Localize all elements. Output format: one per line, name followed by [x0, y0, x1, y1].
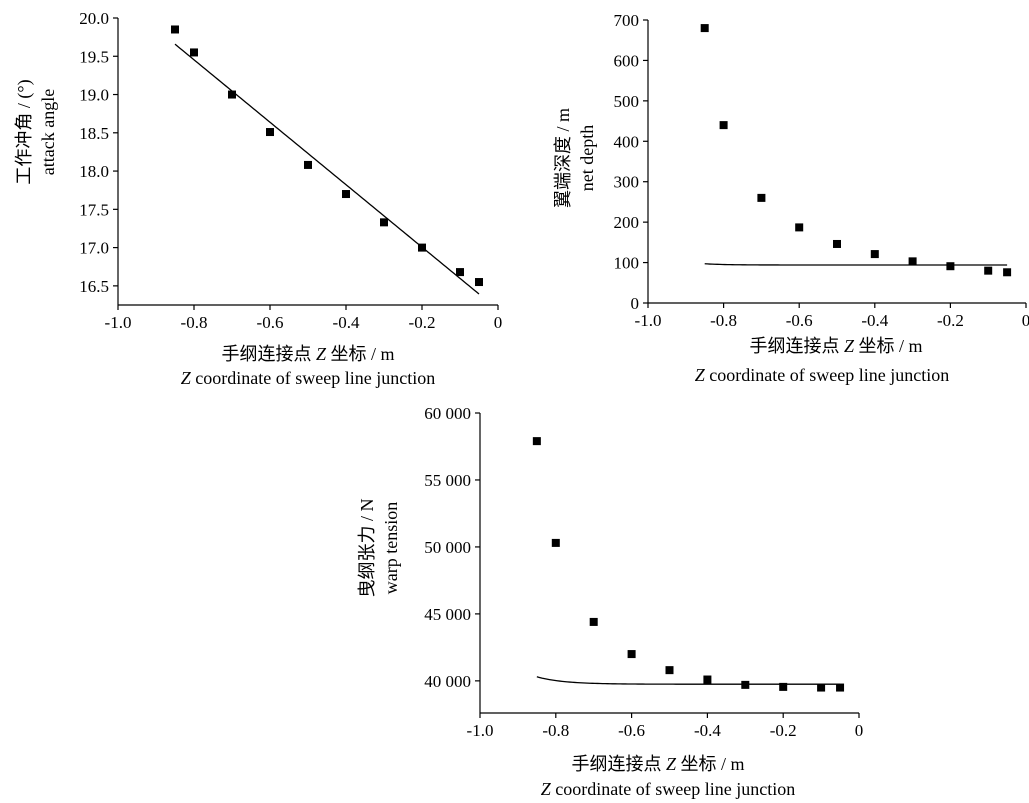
y-tick-label: 100	[614, 254, 640, 273]
x-tick-label: -1.0	[635, 311, 662, 330]
y-tick-label: 20.0	[79, 9, 109, 28]
x-tick-label: -1.0	[467, 721, 494, 740]
fit-curve	[536, 676, 841, 685]
x-tick-label: -0.6	[786, 311, 813, 330]
y-tick-label: 600	[614, 51, 640, 70]
data-point	[795, 223, 804, 232]
data-point	[779, 682, 788, 691]
data-point	[757, 193, 766, 202]
y-tick-label: 19.0	[79, 86, 109, 105]
x-axis-title-en: Z coordinate of sweep line junction	[695, 365, 949, 385]
y-tick-label: 400	[614, 132, 640, 151]
x-tick-label: -0.6	[618, 721, 645, 740]
x-tick-label: -0.4	[861, 311, 888, 330]
y-tick-label: 18.5	[79, 124, 109, 143]
y-tick-label: 60 000	[424, 404, 471, 423]
x-axis-title: 手纲连接点 Z 坐标 / m Z coordinate of sweep lin…	[181, 344, 435, 388]
chart-panel-attack-angle: -1.0 -0.8 -0.6 -0.4 -0.2 0 16.5 17.0 17.5 18.0 18.…	[14, 9, 502, 388]
y-tick-label: 40 000	[424, 672, 471, 691]
y-tick-label: 17.0	[79, 239, 109, 258]
x-tick-label: -0.8	[710, 311, 737, 330]
data-point	[946, 262, 955, 271]
data-point	[266, 128, 274, 137]
y-axis-title-cn: 工作冲角 / (°)	[14, 79, 35, 184]
data-point	[817, 683, 826, 692]
y-tick-label: 700	[614, 11, 640, 30]
data-point	[304, 160, 312, 169]
data-point	[741, 680, 750, 689]
x-tick-label: -0.4	[333, 313, 360, 332]
y-tick-label: 16.5	[79, 277, 109, 296]
x-tick-label: -0.6	[257, 313, 284, 332]
x-axis-title-en: Z coordinate of sweep line junction	[181, 368, 435, 388]
data-point	[228, 90, 236, 99]
x-tick-label: -0.2	[937, 311, 964, 330]
data-point	[700, 24, 709, 33]
x-tick-label: 0	[855, 721, 864, 740]
y-axis-title-en: net depth	[577, 125, 597, 191]
data-point	[589, 617, 598, 626]
data-point	[418, 243, 426, 252]
data-point	[627, 650, 636, 659]
fit-curve	[174, 43, 480, 295]
x-axis-title-en: Z coordinate of sweep line junction	[541, 779, 795, 799]
y-tick-label: 19.5	[79, 47, 109, 66]
data-point	[171, 25, 179, 34]
y-tick-label: 17.5	[79, 200, 109, 219]
x-tick-label: -0.2	[770, 721, 797, 740]
data-point	[984, 266, 993, 275]
x-tick-label: 0	[1022, 311, 1029, 330]
y-axis-title: 工作冲角 / (°) attack angle	[14, 79, 58, 184]
y-axis-title-cn: 曳纲张力 / N	[357, 498, 377, 597]
x-tick-label: -1.0	[105, 313, 132, 332]
y-tick-label: 500	[614, 92, 640, 111]
y-tick-label: 45 000	[424, 605, 471, 624]
x-axis-title-cn: 手纲连接点 Z 坐标 / m	[749, 336, 922, 356]
x-tick-label: -0.8	[542, 721, 569, 740]
data-point	[665, 666, 674, 675]
data-point	[456, 268, 464, 277]
data-point	[1003, 268, 1012, 277]
y-tick-label: 300	[614, 173, 640, 192]
data-point	[719, 121, 728, 130]
data-point	[551, 538, 560, 547]
x-tick-label: 0	[494, 313, 503, 332]
data-point	[190, 48, 198, 57]
x-tick-label: -0.2	[409, 313, 436, 332]
x-tick-label: -0.4	[694, 721, 721, 740]
y-axis-title: 曳纲张力 / N warp tension	[357, 498, 401, 597]
x-tick-label: -0.8	[181, 313, 208, 332]
y-axis-title-en: warp tension	[381, 502, 401, 594]
data-point	[833, 239, 841, 248]
x-axis-title: 手纲连接点 Z 坐标 / m Z coordinate of sweep lin…	[695, 336, 949, 385]
chart-panel-warp-tension: -1.0 -0.8 -0.6 -0.4 -0.2 0 40 000 45 000 50 000 5…	[357, 404, 863, 799]
data-point	[908, 257, 917, 266]
data-point	[532, 437, 541, 446]
data-point	[870, 250, 879, 259]
chart-panel-net-depth: -1.0 -0.8 -0.6 -0.4 -0.2 0 0 100 200 300 400 500 600…	[553, 11, 1029, 385]
y-axis-title: 翼端深度 / m net depth	[553, 108, 597, 208]
y-axis-title-cn: 翼端深度 / m	[553, 108, 573, 208]
x-axis-title: 手纲连接点 Z 坐标 / m Z coordinate of sweep lin…	[541, 754, 795, 799]
x-axis-title-cn: 手纲连接点 Z 坐标 / m	[221, 344, 394, 364]
x-axis-title-cn: 手纲连接点 Z 坐标 / m	[571, 754, 744, 774]
y-tick-label: 200	[614, 213, 640, 232]
y-tick-label: 18.0	[79, 162, 109, 181]
data-point	[475, 278, 483, 287]
y-tick-label: 55 000	[424, 471, 471, 490]
data-point	[342, 190, 350, 199]
data-point	[836, 683, 845, 692]
y-axis-title-en: attack angle	[38, 89, 58, 175]
fit-curve	[704, 263, 1008, 266]
y-tick-label: 0	[631, 294, 640, 313]
data-point	[703, 675, 712, 684]
y-tick-label: 50 000	[424, 538, 471, 557]
data-point	[380, 218, 388, 227]
